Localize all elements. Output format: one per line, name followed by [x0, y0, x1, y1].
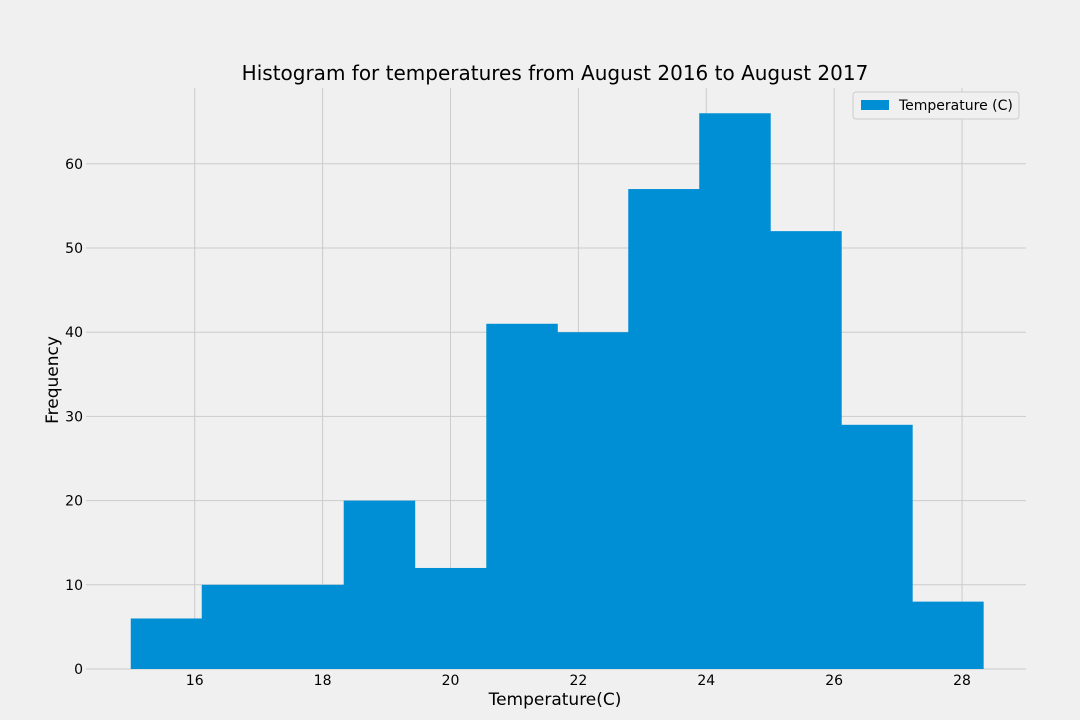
legend-box [852, 91, 1020, 120]
histogram-bar [272, 584, 345, 669]
y-axis-tick-labels: 0 10 20 30 40 50 60 [65, 157, 83, 678]
histogram-bar [557, 332, 629, 669]
chart-title: Histogram for temperatures from August 2… [242, 61, 869, 85]
x-tick-label: 20 [442, 673, 460, 689]
y-tick-label: 50 [65, 241, 83, 257]
x-tick-label: 24 [697, 673, 715, 689]
y-tick-label: 60 [65, 157, 83, 173]
legend: Temperature (C) [852, 91, 1020, 120]
histogram-bar [343, 500, 416, 669]
histogram-bar [912, 601, 984, 669]
y-tick-label: 0 [74, 662, 83, 678]
histogram-bar [628, 189, 700, 670]
x-axis-tick-labels: 16 18 20 22 24 26 28 [186, 673, 971, 689]
x-tick-label: 22 [569, 673, 587, 689]
legend-label: Temperature (C) [898, 98, 1013, 114]
y-tick-label: 30 [65, 409, 83, 425]
x-tick-label: 18 [314, 673, 332, 689]
y-axis-title: Frequency [43, 336, 63, 424]
y-tick-label: 40 [65, 325, 83, 341]
x-axis-title: Temperature(C) [488, 690, 622, 710]
legend-swatch [861, 100, 889, 110]
y-tick-label: 10 [65, 578, 83, 594]
histogram-bar [130, 618, 203, 669]
histogram-bars [130, 113, 984, 670]
x-tick-label: 16 [186, 673, 204, 689]
x-tick-label: 28 [953, 673, 971, 689]
histogram-bar [201, 584, 274, 669]
histogram-bar [699, 113, 771, 670]
histogram-bar [770, 231, 842, 669]
y-tick-label: 20 [65, 494, 83, 510]
histogram-bar [414, 567, 487, 669]
x-tick-label: 26 [825, 673, 843, 689]
histogram-bar [841, 424, 913, 669]
histogram-bar [486, 323, 558, 669]
